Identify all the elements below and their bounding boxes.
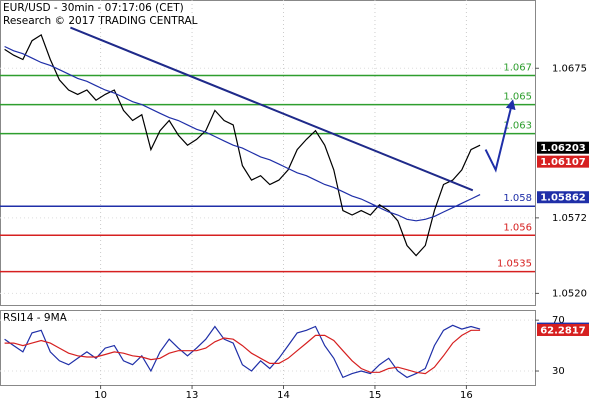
x-tick-label: 13	[186, 390, 199, 400]
price-tag-label: 1.05862	[540, 193, 586, 204]
level-label: 1.058	[503, 193, 532, 204]
trendline	[70, 26, 474, 192]
chart-title: EUR/USD - 30min - 07:17:06 (CET)	[3, 2, 184, 14]
y-tick-label: 70	[552, 315, 565, 326]
x-tick-label: 15	[369, 390, 382, 400]
price-tag	[537, 141, 589, 154]
y-tick-label: 1.0520	[552, 288, 587, 299]
price-tag	[537, 323, 589, 336]
level-label: 1.0535	[497, 259, 532, 270]
level-label: 1.063	[503, 121, 532, 132]
price-panel-frame	[0, 0, 536, 306]
series-line	[4, 324, 481, 379]
price-tag	[537, 155, 589, 168]
price-tag-label: 62.2817	[540, 325, 586, 336]
rsi-panel-frame	[0, 310, 536, 386]
y-tick-label: 30	[552, 366, 565, 377]
series-line	[4, 45, 481, 222]
level-label: 1.056	[503, 222, 532, 233]
price-tag-label: 1.06203	[540, 143, 586, 154]
x-tick-label: 10	[94, 390, 107, 400]
series-line	[4, 33, 481, 257]
series-line	[4, 329, 481, 375]
price-tag	[537, 191, 589, 204]
level-label: 1.067	[503, 63, 532, 74]
rsi-title: RSI14 - 9MA	[3, 312, 68, 324]
x-tick-label: 14	[277, 390, 290, 400]
price-tag-label: 1.06107	[540, 157, 586, 168]
x-tick-label: 16	[460, 390, 473, 400]
y-tick-label: 1.0572	[552, 213, 587, 224]
level-label: 1.065	[503, 92, 532, 103]
forecast	[484, 99, 516, 173]
y-tick-label: 1.0675	[552, 63, 587, 74]
